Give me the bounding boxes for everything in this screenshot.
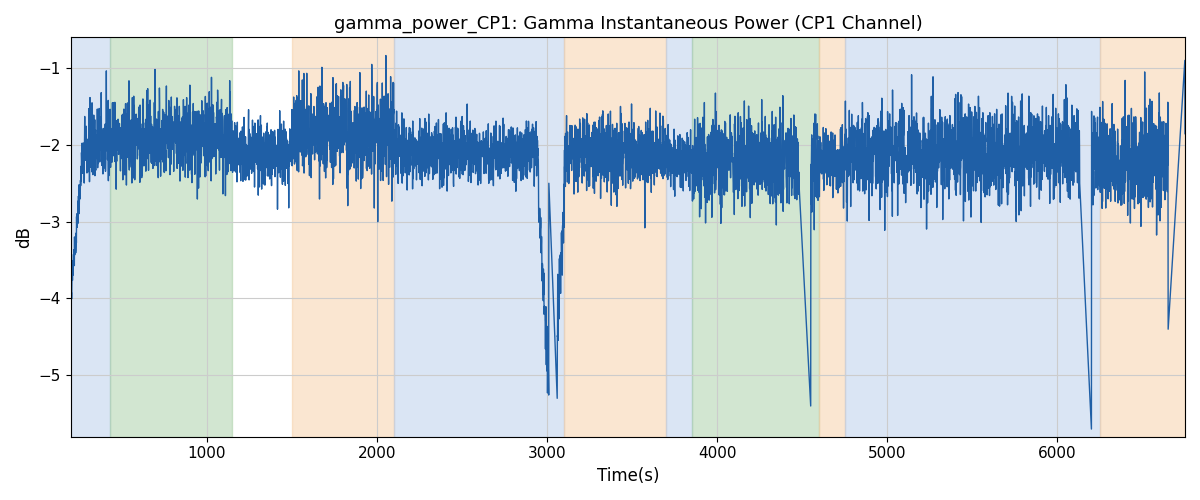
Bar [691, 38, 820, 436]
Bar [292, 38, 394, 436]
Y-axis label: dB: dB [16, 226, 34, 248]
Bar [666, 38, 691, 436]
Bar [564, 38, 666, 436]
Bar [820, 38, 845, 436]
X-axis label: Time(s): Time(s) [596, 467, 659, 485]
Bar [394, 38, 564, 436]
Bar [71, 38, 110, 436]
Bar [1100, 38, 1186, 436]
Title: gamma_power_CP1: Gamma Instantaneous Power (CP1 Channel): gamma_power_CP1: Gamma Instantaneous Pow… [334, 15, 923, 34]
Bar [845, 38, 1100, 436]
Bar [110, 38, 233, 436]
